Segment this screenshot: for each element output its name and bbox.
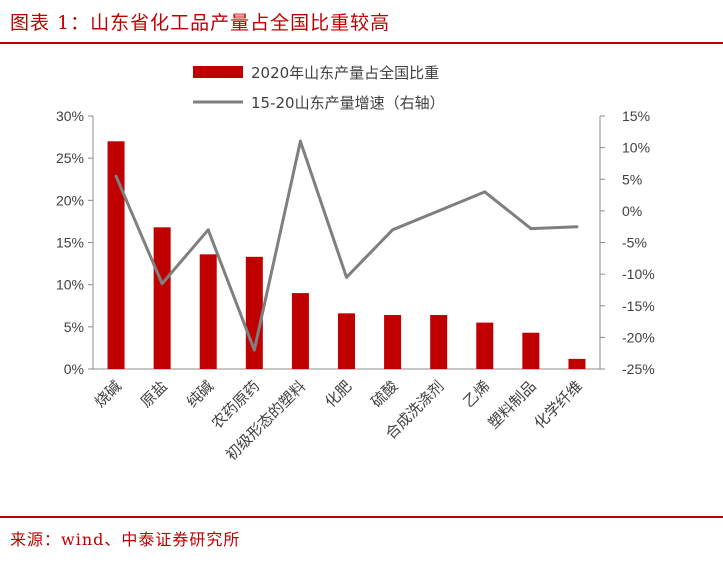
x-axis-category-label: 初级形态的塑料 bbox=[222, 377, 309, 464]
bar bbox=[568, 358, 586, 369]
combo-chart: 0% 5% 10% 15% 20% 25% 30% -25% -20% -15% -10% -5% 0%… bbox=[56, 64, 655, 464]
right-axis-tick-label: 5% bbox=[622, 171, 642, 187]
left-axis-tick-label: 20% bbox=[56, 192, 84, 208]
growth-line-point bbox=[345, 275, 348, 279]
legend-bar-swatch bbox=[193, 66, 243, 78]
right-axis-tick-label: 0% bbox=[622, 203, 642, 219]
right-axis-tick-label: -5% bbox=[622, 235, 647, 251]
left-axis-tick-label: 5% bbox=[64, 319, 84, 335]
growth-line-point bbox=[298, 139, 302, 143]
growth-line-point bbox=[206, 228, 210, 232]
title-rule bbox=[0, 42, 723, 44]
x-axis-category-label: 原盐 bbox=[137, 377, 171, 411]
bar bbox=[384, 315, 402, 369]
source-note: 来源：wind、中泰证券研究所 bbox=[10, 530, 241, 549]
left-axis-tick-label: 25% bbox=[56, 150, 84, 166]
right-axis-tick-label: -10% bbox=[622, 266, 655, 282]
bar bbox=[522, 332, 540, 369]
x-axis-category-label: 烧碱 bbox=[91, 377, 125, 411]
source-rule bbox=[0, 516, 723, 518]
growth-line-point bbox=[529, 227, 533, 231]
x-axis-category-label: 纯碱 bbox=[183, 377, 217, 411]
left-axis-tick-label: 30% bbox=[56, 108, 84, 124]
figure-title: 图表 1：山东省化工品产量占全国比重较高 bbox=[10, 12, 391, 34]
growth-line-point bbox=[252, 348, 256, 352]
x-axis-category-label: 塑料制品 bbox=[485, 377, 540, 432]
bar bbox=[107, 141, 125, 369]
x-axis-category-label: 化肥 bbox=[321, 377, 355, 411]
bar bbox=[291, 293, 309, 369]
bar bbox=[338, 313, 355, 369]
legend-line-label: 15-20山东产量增速（右轴） bbox=[251, 94, 445, 112]
x-axis-category-label: 乙烯 bbox=[460, 377, 494, 411]
growth-line-point bbox=[575, 225, 579, 229]
growth-line-point bbox=[483, 190, 487, 194]
bar bbox=[476, 322, 494, 369]
growth-line-point bbox=[160, 282, 164, 286]
right-axis-tick-label: 15% bbox=[622, 108, 650, 124]
left-axis-tick-label: 10% bbox=[56, 277, 84, 293]
right-axis-tick-label: -25% bbox=[622, 361, 655, 377]
x-axis-category-label: 化学纤维 bbox=[531, 377, 586, 432]
growth-line-point bbox=[114, 174, 118, 178]
legend-bar-label: 2020年山东产量占全国比重 bbox=[251, 64, 439, 82]
bar bbox=[430, 315, 448, 369]
growth-line-point bbox=[437, 209, 441, 213]
left-axis-tick-label: 15% bbox=[56, 235, 84, 251]
x-axis-category-label: 硫酸 bbox=[367, 377, 401, 411]
bar bbox=[153, 227, 171, 369]
bar bbox=[199, 254, 217, 369]
right-axis-tick-label: -15% bbox=[622, 298, 655, 314]
left-axis-tick-label: 0% bbox=[64, 361, 84, 377]
growth-line-point bbox=[391, 228, 395, 232]
bar bbox=[245, 256, 263, 369]
right-axis-tick-label: 10% bbox=[622, 140, 650, 156]
right-axis-tick-label: -20% bbox=[622, 329, 655, 345]
